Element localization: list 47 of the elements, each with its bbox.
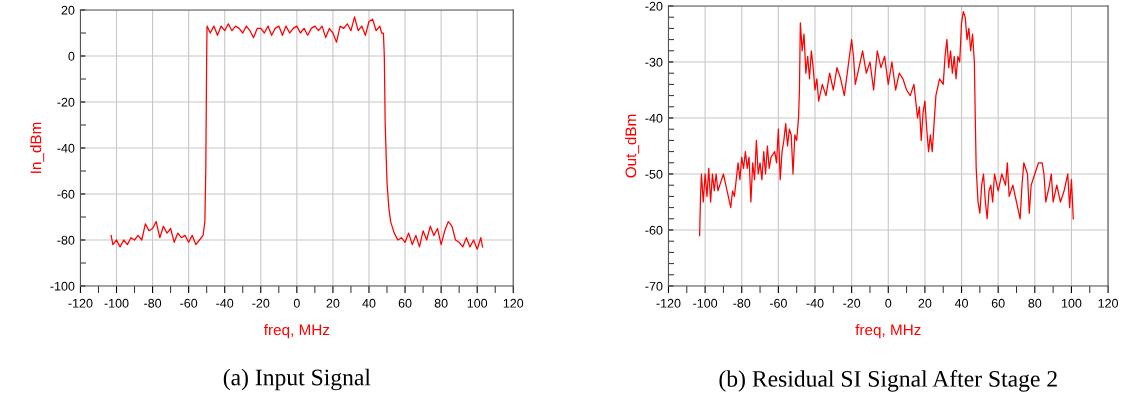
x-tick-label: -40 bbox=[216, 298, 234, 308]
x-tick-label: 100 bbox=[1061, 298, 1082, 308]
x-tick-label: 120 bbox=[503, 298, 524, 308]
x-tick-label: 120 bbox=[1098, 298, 1119, 308]
y-tick-label: 20 bbox=[61, 5, 75, 15]
y-tick-label: -40 bbox=[57, 143, 75, 153]
x-tick-label: -40 bbox=[806, 298, 824, 308]
y-tick-label: -60 bbox=[57, 189, 75, 199]
x-tick-label: -100 bbox=[693, 298, 718, 308]
y-axis-title: In_dBm bbox=[30, 122, 45, 173]
text: (a) Input Signal bbox=[223, 368, 371, 391]
x-tick-label: 20 bbox=[918, 298, 932, 308]
x-tick-label: -20 bbox=[843, 298, 861, 308]
x-tick-label: -100 bbox=[104, 298, 129, 308]
y-tick-label: -20 bbox=[645, 1, 663, 11]
x-tick-label: -80 bbox=[733, 298, 751, 308]
x-tick-label: 40 bbox=[362, 298, 376, 308]
x-tick-label: -20 bbox=[252, 298, 270, 308]
x-tick-label: -60 bbox=[769, 298, 787, 308]
x-tick-label: 60 bbox=[398, 298, 412, 308]
y-tick-label: -100 bbox=[50, 281, 75, 291]
x-tick-label: 60 bbox=[991, 298, 1005, 308]
x-tick-label: -120 bbox=[656, 298, 681, 308]
x-tick-label: 0 bbox=[885, 298, 892, 308]
y-tick-label: 0 bbox=[68, 51, 75, 61]
y-tick-label: -80 bbox=[57, 235, 75, 245]
x-tick-label: 100 bbox=[467, 298, 488, 308]
x-tick-label: 0 bbox=[293, 298, 300, 308]
x-tick-label: -120 bbox=[68, 298, 93, 308]
y-tick-label: -70 bbox=[645, 281, 663, 291]
x-tick-label: 20 bbox=[326, 298, 340, 308]
x-tick-label: 80 bbox=[434, 298, 448, 308]
y-tick-label: -20 bbox=[57, 97, 75, 107]
y-tick-label: -60 bbox=[645, 225, 663, 235]
y-tick-label: -40 bbox=[645, 113, 663, 123]
y-axis-title: Out_dBm bbox=[625, 114, 640, 178]
text: (b) Residual SI Signal After Stage 2 bbox=[719, 370, 1057, 392]
x-tick-label: -80 bbox=[144, 298, 162, 308]
x-axis-title: freq, MHz bbox=[855, 324, 921, 339]
x-axis-title: freq, MHz bbox=[263, 324, 330, 339]
x-tick-label: 40 bbox=[954, 298, 968, 308]
x-tick-label: -60 bbox=[180, 298, 198, 308]
y-tick-label: -30 bbox=[645, 57, 663, 67]
line-series bbox=[698, 10, 1074, 237]
line-series bbox=[110, 16, 484, 250]
y-tick-label: -50 bbox=[645, 169, 663, 179]
x-tick-label: 80 bbox=[1028, 298, 1042, 308]
